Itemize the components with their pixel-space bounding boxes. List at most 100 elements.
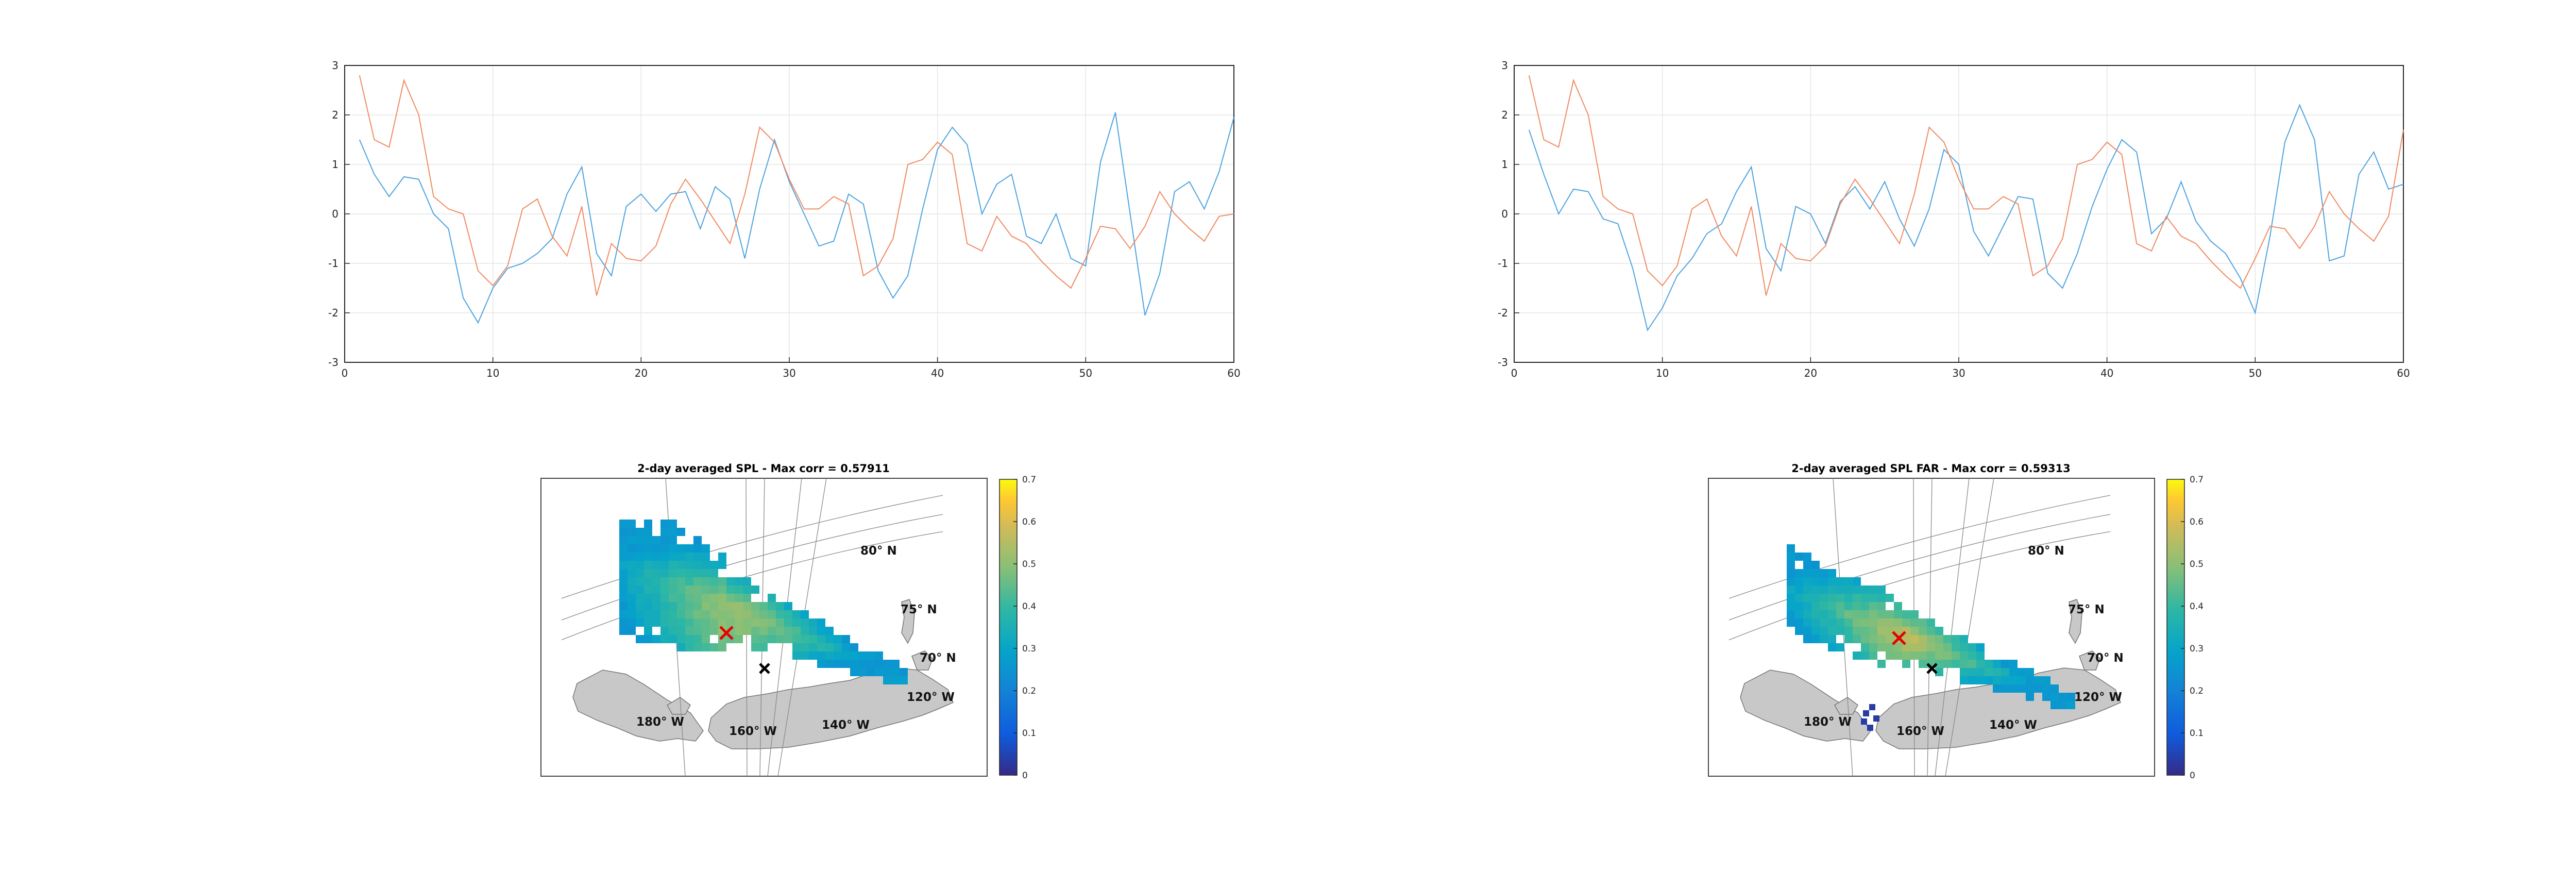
correlation-cell bbox=[2018, 668, 2026, 676]
correlation-cell bbox=[619, 610, 628, 618]
correlation-cell bbox=[710, 643, 718, 651]
correlation-cell bbox=[1886, 643, 1894, 651]
correlation-cell bbox=[677, 618, 685, 627]
correlation-cell bbox=[1869, 643, 1877, 651]
correlation-cell bbox=[1943, 660, 1952, 668]
lat-label-75: 75° N bbox=[901, 603, 937, 616]
correlation-cell bbox=[644, 569, 652, 577]
correlation-cell bbox=[751, 643, 759, 651]
correlation-cell bbox=[693, 627, 702, 635]
correlation-cell bbox=[743, 610, 751, 618]
correlation-cell bbox=[1976, 643, 1985, 651]
correlation-cell bbox=[685, 577, 693, 585]
correlation-cell bbox=[1861, 635, 1869, 643]
correlation-cell bbox=[677, 602, 685, 610]
correlation-cell bbox=[726, 577, 735, 585]
correlation-cell bbox=[1836, 594, 1844, 602]
correlation-cell bbox=[1976, 660, 1985, 668]
correlation-cell bbox=[759, 643, 768, 651]
timeseries-chart-left: 0 10 20 30 40 50 60 -3 -2 -1 0 1 2 3 bbox=[328, 59, 1241, 379]
correlation-cell bbox=[652, 561, 660, 569]
correlation-cell bbox=[1828, 585, 1836, 594]
correlation-cell bbox=[1985, 668, 1993, 676]
correlation-cell bbox=[1894, 627, 1902, 635]
land-alaska-canada bbox=[708, 667, 954, 749]
correlation-cell bbox=[825, 651, 834, 660]
correlation-cell bbox=[1869, 651, 1877, 660]
correlation-cell bbox=[735, 618, 743, 627]
correlation-cell bbox=[834, 651, 842, 660]
correlation-cell bbox=[1877, 660, 1886, 668]
correlation-cell bbox=[693, 585, 702, 594]
correlation-cell bbox=[628, 627, 636, 635]
correlation-cell bbox=[619, 528, 628, 536]
correlation-cell bbox=[1993, 660, 2001, 668]
series-line-1 bbox=[359, 112, 1234, 324]
correlation-cell bbox=[2018, 684, 2026, 693]
correlation-cell bbox=[891, 660, 900, 668]
correlation-cell bbox=[636, 618, 644, 627]
correlation-cell bbox=[1902, 635, 1910, 643]
correlation-cell bbox=[1877, 635, 1886, 643]
correlation-cell bbox=[710, 610, 718, 618]
y-tick-label: 0 bbox=[332, 208, 338, 220]
lon-label-160: 160° W bbox=[1896, 725, 1944, 738]
lat-label-70: 70° N bbox=[920, 651, 956, 665]
correlation-cell bbox=[685, 635, 693, 643]
correlation-cell bbox=[2026, 668, 2034, 676]
correlation-cell bbox=[660, 594, 669, 602]
x-tick-label: 50 bbox=[2249, 367, 2262, 379]
correlation-cell bbox=[636, 602, 644, 610]
colorbar-gradient bbox=[999, 479, 1018, 776]
correlation-cell bbox=[825, 643, 834, 651]
correlation-cell bbox=[1927, 635, 1935, 643]
correlation-cell bbox=[693, 569, 702, 577]
correlation-cell bbox=[636, 536, 644, 544]
correlation-cell bbox=[1902, 643, 1910, 651]
lat-label-75: 75° N bbox=[2068, 603, 2105, 616]
x-tick-label: 50 bbox=[1079, 367, 1092, 379]
correlation-cell bbox=[1853, 610, 1861, 618]
correlation-cell bbox=[619, 536, 628, 544]
correlation-cell bbox=[644, 585, 652, 594]
correlation-cell bbox=[644, 544, 652, 553]
correlation-cell bbox=[1952, 635, 1960, 643]
correlation-cell bbox=[693, 618, 702, 627]
correlation-cell bbox=[702, 610, 710, 618]
correlation-cell bbox=[685, 627, 693, 635]
correlation-cell bbox=[710, 602, 718, 610]
correlation-cell bbox=[834, 635, 842, 643]
correlation-cell bbox=[1820, 577, 1828, 585]
correlation-cell bbox=[693, 553, 702, 561]
correlation-cell bbox=[710, 561, 718, 569]
correlation-cell bbox=[644, 520, 652, 528]
correlation-cell bbox=[1820, 585, 1828, 594]
correlation-cell bbox=[1787, 561, 1795, 569]
correlation-cell bbox=[1820, 610, 1828, 618]
correlation-cell bbox=[1902, 618, 1910, 627]
correlation-cell bbox=[718, 602, 726, 610]
correlation-cell bbox=[619, 561, 628, 569]
correlation-cell bbox=[834, 643, 842, 651]
colorbar-tick-label: 0.6 bbox=[2190, 517, 2204, 527]
correlation-cell bbox=[669, 602, 677, 610]
correlation-cell bbox=[669, 520, 677, 528]
correlation-cell bbox=[685, 602, 693, 610]
correlation-cell bbox=[1861, 618, 1869, 627]
correlation-cell bbox=[685, 610, 693, 618]
correlation-cell bbox=[718, 635, 726, 643]
correlation-cell bbox=[1795, 569, 1803, 577]
correlation-cell bbox=[652, 577, 660, 585]
correlation-cell bbox=[1787, 610, 1795, 618]
correlation-cell bbox=[2009, 668, 2018, 676]
correlation-cell bbox=[636, 610, 644, 618]
correlation-cell bbox=[1919, 660, 1927, 668]
correlation-cell bbox=[1811, 585, 1820, 594]
correlation-cell bbox=[1853, 602, 1861, 610]
correlation-cell bbox=[1894, 602, 1902, 610]
correlation-cell bbox=[751, 635, 759, 643]
correlation-cell bbox=[1811, 618, 1820, 627]
correlation-cell bbox=[628, 569, 636, 577]
correlation-cell bbox=[652, 635, 660, 643]
correlation-cell bbox=[1952, 643, 1960, 651]
